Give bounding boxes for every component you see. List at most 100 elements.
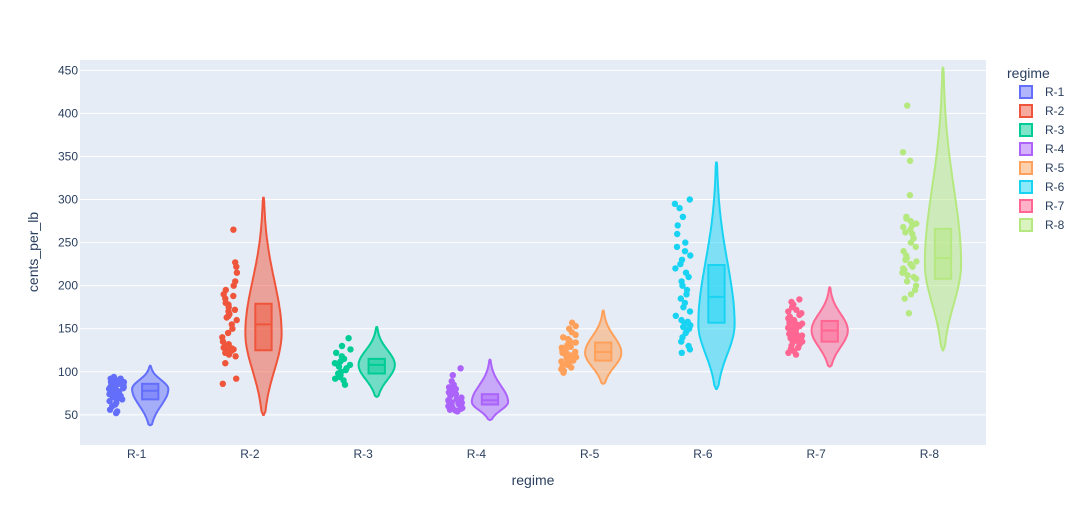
legend-item-R-1[interactable]: R-1 (1019, 85, 1065, 99)
legend-swatch (1019, 85, 1033, 99)
data-point (681, 299, 689, 307)
data-point (230, 226, 237, 233)
x-tick-label: R-8 (920, 447, 940, 461)
data-point (568, 319, 576, 326)
data-point (672, 265, 679, 272)
y-tick-label: 450 (58, 63, 78, 77)
data-point (677, 295, 684, 302)
plot-background (80, 60, 986, 445)
legend-swatch (1019, 123, 1033, 137)
legend: regime R-1 R-2 R-3 R-4 R-5 R-6 R-7 R-8 (1007, 65, 1065, 232)
data-point (686, 308, 694, 315)
data-point (796, 296, 803, 303)
legend-swatch (1019, 199, 1033, 213)
legend-label: R-3 (1045, 123, 1065, 137)
legend-swatch (1019, 180, 1033, 194)
legend-swatch (1019, 104, 1033, 118)
x-axis-title: regime (512, 472, 555, 488)
data-point (912, 282, 920, 289)
data-point (671, 200, 679, 207)
data-point (572, 339, 579, 346)
data-point (678, 256, 686, 263)
data-point (232, 353, 239, 360)
data-point (684, 318, 691, 325)
data-point (910, 273, 917, 281)
data-point (225, 341, 232, 348)
data-point (345, 335, 352, 342)
data-point (678, 316, 685, 324)
legend-item-R-3[interactable]: R-3 (1019, 123, 1065, 137)
y-tick-label: 350 (58, 149, 78, 163)
data-point (907, 260, 914, 268)
data-point (219, 380, 226, 387)
data-point (233, 269, 241, 276)
legend-item-R-6[interactable]: R-6 (1019, 180, 1065, 194)
data-point (233, 375, 240, 382)
legend-item-R-8[interactable]: R-8 (1019, 218, 1065, 232)
data-point (566, 325, 573, 332)
data-point (458, 394, 465, 401)
data-point (347, 346, 354, 353)
data-point (900, 265, 907, 272)
data-point (233, 316, 240, 324)
data-point (457, 365, 464, 372)
data-point (232, 278, 239, 285)
data-point (331, 360, 339, 367)
data-point (558, 358, 565, 365)
data-point (672, 312, 679, 319)
violin-box (367, 357, 386, 375)
legend-item-R-4[interactable]: R-4 (1019, 142, 1065, 156)
violin-trace-R-8 (899, 66, 963, 352)
data-point (228, 321, 235, 328)
data-point (683, 286, 691, 294)
data-point (907, 291, 915, 298)
violin-trace-R-1 (105, 364, 170, 427)
data-point (678, 349, 685, 356)
data-point (906, 157, 914, 164)
data-point (912, 243, 919, 251)
data-point (673, 243, 681, 251)
legend-label: R-5 (1045, 161, 1065, 175)
violin-trace-R-3 (331, 326, 396, 398)
data-point (572, 348, 579, 356)
data-point (346, 361, 354, 369)
legend-label: R-4 (1045, 142, 1065, 156)
legend-label: R-8 (1045, 218, 1065, 232)
data-point (560, 334, 567, 341)
legend-item-R-2[interactable]: R-2 (1019, 104, 1065, 118)
data-point (902, 229, 909, 236)
data-point (788, 298, 795, 306)
legend-item-R-5[interactable]: R-5 (1019, 161, 1065, 175)
violin-trace-R-4 (445, 358, 510, 422)
legend-item-R-7[interactable]: R-7 (1019, 199, 1065, 213)
data-point (798, 310, 805, 317)
y-axis-title: cents_per_lb (25, 212, 41, 292)
x-axis-ticks: R-1 R-2 R-3 R-4 R-5 R-6 R-7 R-8 (127, 447, 939, 461)
data-point (117, 375, 124, 382)
violin-trace-R-2 (219, 196, 283, 416)
data-point (231, 306, 239, 313)
data-point (685, 342, 692, 350)
data-point (899, 149, 907, 156)
legend-swatch (1019, 142, 1033, 156)
data-point (900, 223, 907, 231)
y-tick-label: 250 (58, 236, 78, 250)
data-point (904, 272, 911, 279)
data-point (905, 310, 913, 317)
x-tick-label: R-3 (353, 447, 373, 461)
data-point (798, 332, 806, 339)
data-point (114, 408, 121, 415)
data-point (786, 313, 793, 320)
data-point (674, 222, 681, 229)
data-point (224, 329, 232, 337)
data-point (338, 353, 345, 360)
data-point (798, 320, 806, 327)
data-point (901, 295, 908, 302)
legend-title: regime (1007, 65, 1050, 81)
data-point (913, 258, 920, 265)
legend-label: R-7 (1045, 199, 1065, 213)
data-point (232, 259, 239, 266)
y-tick-label: 300 (58, 193, 78, 207)
y-tick-label: 100 (58, 365, 78, 379)
x-tick-label: R-5 (580, 447, 600, 461)
